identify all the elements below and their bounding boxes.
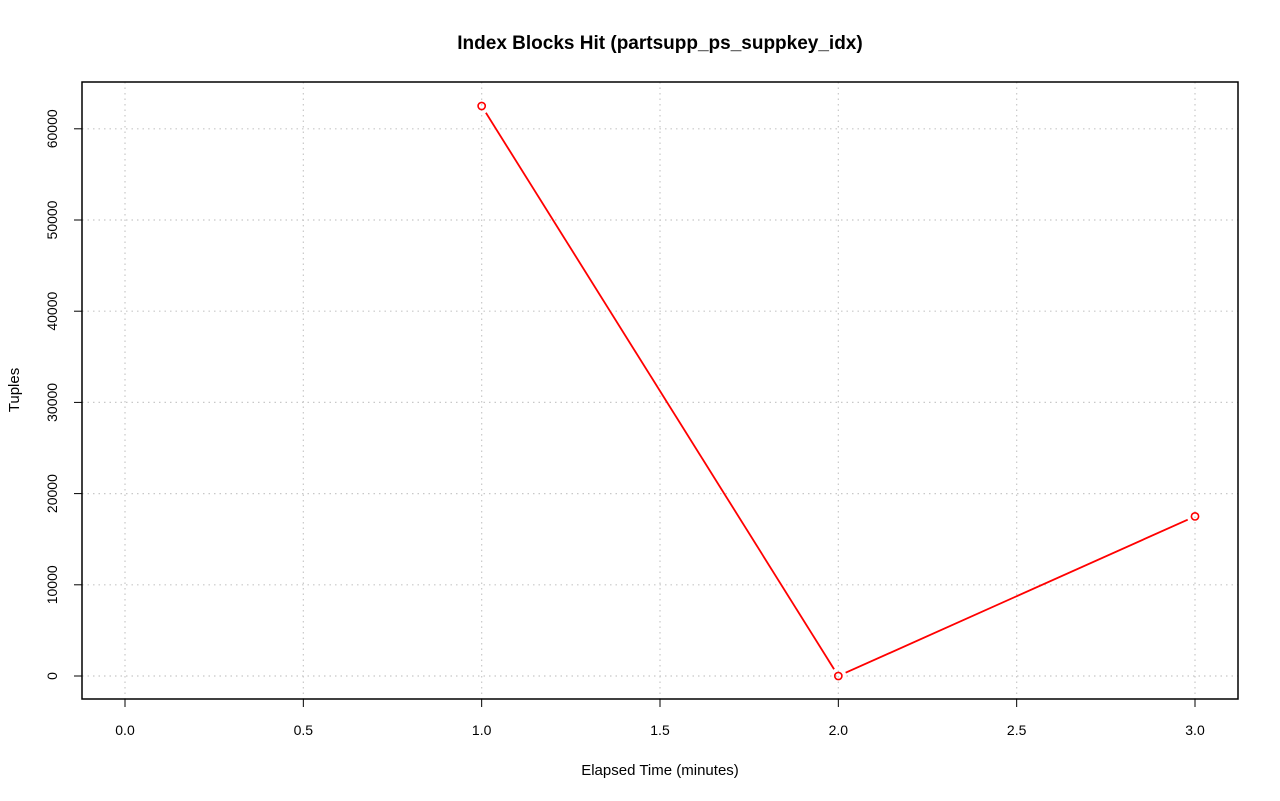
x-tick-label-1: 0.5 (294, 722, 314, 738)
x-axis-label: Elapsed Time (minutes) (581, 762, 739, 779)
series-0-point-1 (833, 671, 843, 681)
series-0-segment-1 (845, 518, 1189, 674)
y-tick-label-2: 20000 (44, 474, 60, 513)
series-0-segment-0 (485, 112, 835, 670)
chart-title: Index Blocks Hit (partsupp_ps_suppkey_id… (457, 33, 862, 54)
x-tick-label-3: 1.5 (650, 722, 670, 738)
y-tick-label-6: 60000 (44, 109, 60, 148)
series-layer (477, 101, 1200, 681)
x-tick-label-4: 2.0 (829, 722, 849, 738)
y-tick-label-4: 40000 (44, 292, 60, 331)
x-axis: 0.0 0.5 1.0 1.5 2.0 2.5 3.0 (115, 698, 1205, 738)
series-0-point-2 (1190, 512, 1200, 521)
y-tick-label-1: 10000 (44, 565, 60, 604)
series-0-point-0 (477, 101, 487, 111)
y-tick-label-5: 50000 (44, 200, 60, 239)
x-tick-label-6: 3.0 (1185, 722, 1205, 738)
x-tick-label-0: 0.0 (115, 722, 135, 738)
y-tick-label-0: 0 (44, 672, 60, 680)
y-tick-label-3: 30000 (44, 383, 60, 422)
y-axis: 0 10000 20000 30000 40000 50000 60000 (44, 109, 83, 680)
x-tick-label-5: 2.5 (1007, 722, 1027, 738)
x-tick-label-2: 1.0 (472, 722, 492, 738)
y-axis-label: Tuples (6, 368, 23, 412)
